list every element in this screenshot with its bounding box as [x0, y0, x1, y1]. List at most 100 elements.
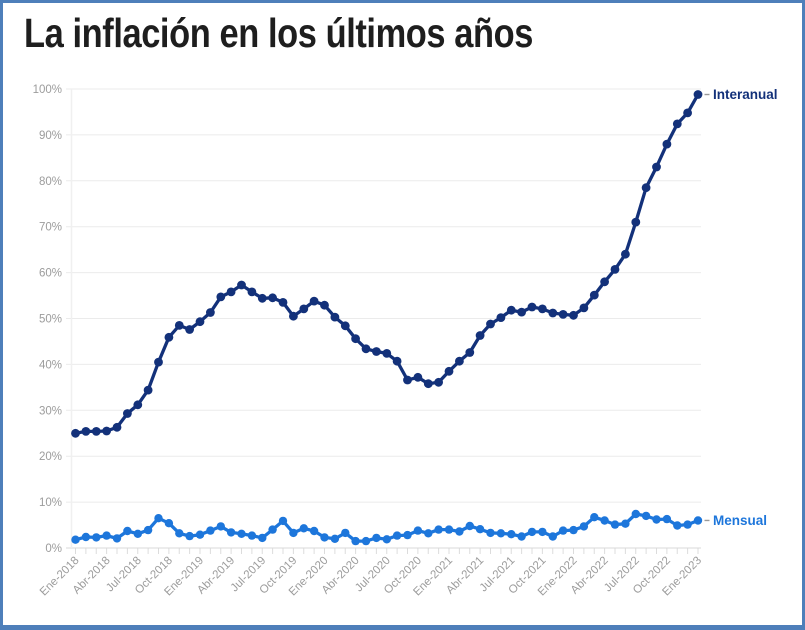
data-point-mensual [579, 522, 589, 531]
data-point-mensual [372, 533, 381, 543]
data-point-interanual [506, 305, 516, 315]
data-point-interanual [621, 249, 630, 259]
data-point-mensual [475, 525, 485, 534]
data-point-interanual [548, 308, 558, 318]
data-point-mensual [175, 529, 184, 538]
data-point-mensual [610, 520, 620, 529]
data-point-interanual [185, 325, 195, 334]
data-point-mensual [382, 535, 391, 544]
data-point-mensual [465, 521, 474, 531]
series-interanual: Interanual [71, 87, 778, 438]
y-axis-tick-label: 70% [39, 222, 62, 234]
data-point-interanual [444, 366, 454, 376]
data-point-interanual [413, 372, 423, 382]
data-point-interanual [289, 311, 298, 321]
data-point-mensual [424, 529, 433, 538]
data-point-interanual [195, 317, 205, 327]
y-axis-labels: 0% 10% 20% 30% 40% 50% 60% 70% 80% 90% 100% [33, 84, 62, 555]
data-point-mensual [309, 526, 319, 536]
x-axis-labels: Ene-2018Abr-2018Jul-2018Oct-2018Ene-2019… [38, 555, 704, 599]
data-point-mensual [143, 525, 153, 535]
series-line-interanual [73, 92, 700, 435]
data-point-mensual [444, 525, 454, 534]
data-point-interanual [143, 385, 153, 395]
data-point-mensual [102, 531, 111, 540]
data-point-interanual [683, 108, 692, 118]
data-point-interanual [403, 375, 412, 385]
data-point-interanual [538, 304, 547, 314]
data-point-mensual [351, 536, 360, 546]
data-point-mensual [641, 511, 651, 521]
data-point-mensual [361, 536, 371, 546]
data-point-interanual [455, 356, 464, 366]
y-axis-tick-label: 0% [45, 543, 62, 555]
data-point-interanual [423, 379, 433, 389]
data-point-interanual [299, 304, 309, 314]
data-point-interanual [81, 427, 91, 436]
data-point-mensual [600, 516, 609, 525]
data-point-interanual [382, 349, 392, 358]
data-point-interanual [610, 265, 620, 274]
data-point-interanual [631, 217, 641, 227]
y-axis-tick-label: 80% [39, 176, 62, 188]
data-point-mensual [527, 527, 537, 537]
data-point-mensual [548, 532, 557, 541]
data-point-interanual [278, 298, 288, 307]
data-point-mensual [683, 520, 692, 529]
data-point-mensual [206, 526, 215, 535]
data-point-interanual [392, 356, 402, 366]
data-point-interanual [123, 409, 132, 418]
data-point-mensual [403, 530, 412, 540]
data-point-interanual [579, 303, 589, 313]
data-point-interanual [226, 287, 236, 297]
data-point-interanual [693, 90, 703, 99]
series-mensual: Mensual [71, 509, 767, 546]
data-point-interanual [641, 183, 651, 193]
data-point-interanual [361, 344, 371, 354]
data-point-mensual [693, 516, 703, 525]
data-point-mensual [112, 534, 122, 543]
data-point-mensual [392, 531, 402, 540]
data-point-interanual [465, 348, 475, 357]
data-point-interanual [589, 290, 599, 300]
y-axis-tick-label: 30% [39, 405, 62, 417]
data-point-mensual [496, 529, 506, 538]
data-point-interanual [662, 139, 672, 149]
y-axis-tick-label: 50% [39, 314, 62, 326]
data-point-mensual [71, 535, 80, 544]
data-point-mensual [289, 528, 298, 538]
y-axis-tick-label: 90% [39, 130, 62, 142]
data-point-interanual [600, 277, 609, 287]
data-point-mensual [154, 514, 163, 523]
data-point-interanual [268, 293, 277, 303]
data-point-mensual [558, 526, 568, 535]
data-point-mensual [538, 527, 547, 537]
gridlines [66, 88, 701, 549]
data-point-mensual [673, 521, 682, 530]
series-label-mensual: Mensual [713, 513, 767, 528]
data-point-mensual [258, 533, 267, 543]
data-point-interanual [672, 119, 682, 129]
data-point-mensual [216, 522, 225, 531]
data-point-mensual [237, 529, 246, 538]
data-point-mensual [92, 533, 101, 542]
data-point-mensual [486, 528, 495, 538]
data-point-mensual [195, 530, 205, 539]
y-axis-tick-label: 10% [39, 497, 62, 509]
data-point-interanual [569, 310, 578, 320]
data-point-mensual [330, 534, 340, 543]
data-point-mensual [278, 516, 288, 526]
data-point-interanual [340, 321, 350, 331]
data-point-interanual [351, 334, 360, 344]
data-point-interanual [102, 426, 111, 436]
data-point-mensual [268, 525, 277, 534]
data-point-mensual [123, 526, 132, 536]
data-point-mensual [164, 519, 174, 528]
data-point-mensual [621, 519, 630, 528]
data-point-interanual [206, 308, 215, 317]
data-point-mensual [247, 531, 257, 540]
data-point-interanual [330, 312, 340, 322]
x-axis-ticks [75, 548, 699, 554]
